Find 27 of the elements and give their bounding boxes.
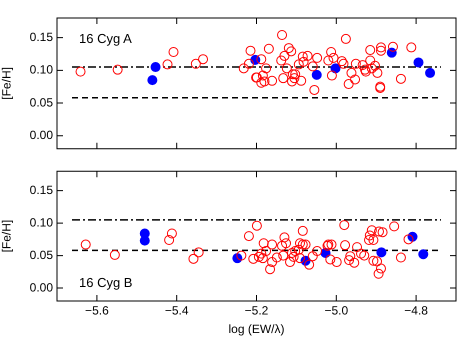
- x-tick-label: −5.2: [244, 304, 269, 318]
- y-axis-title: [Fe/H]: [0, 220, 14, 252]
- x-tick-label: −5.0: [324, 304, 348, 318]
- y-tick-label: 0.15: [30, 182, 54, 197]
- x-axis-title: log (EW/λ): [228, 322, 285, 336]
- y-tick-label: 0.10: [30, 215, 54, 230]
- point: [376, 247, 386, 258]
- point: [312, 70, 322, 80]
- point: [140, 236, 150, 246]
- y-tick-label: 0.00: [30, 128, 54, 142]
- point: [330, 63, 340, 74]
- y-tick-label: 0.00: [30, 280, 54, 294]
- y-tick-label: 0.15: [30, 30, 54, 44]
- y-tick-label: 0.05: [30, 248, 54, 262]
- y-axis-title: [Fe/H]: [0, 67, 14, 100]
- point: [418, 249, 428, 260]
- annotation: 16 Cyg A: [79, 31, 132, 46]
- annotation: 16 Cyg B: [79, 275, 132, 290]
- x-tick-label: −5.6: [85, 304, 110, 318]
- y-tick-label: 0.10: [30, 62, 54, 77]
- point: [413, 57, 424, 68]
- point: [150, 62, 161, 72]
- x-tick-label: −5.4: [164, 304, 189, 318]
- x-tick-label: −4.8: [404, 304, 428, 318]
- point: [147, 75, 158, 86]
- point: [425, 68, 436, 78]
- y-tick-label: 0.05: [30, 95, 54, 110]
